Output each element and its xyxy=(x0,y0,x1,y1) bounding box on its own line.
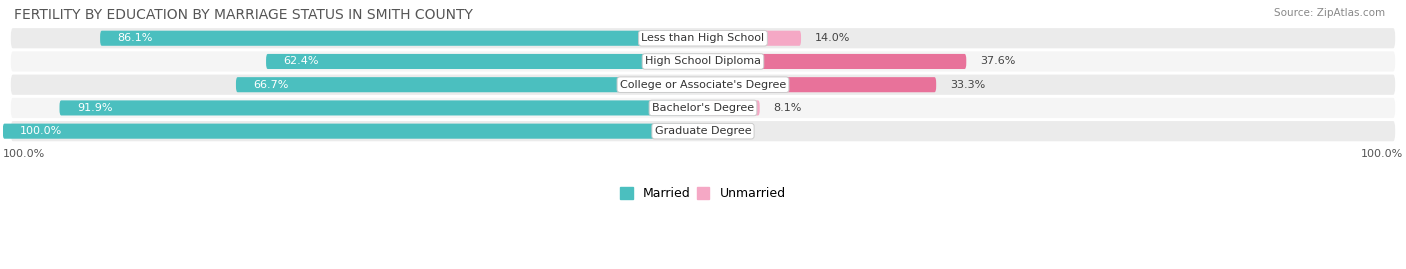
Text: FERTILITY BY EDUCATION BY MARRIAGE STATUS IN SMITH COUNTY: FERTILITY BY EDUCATION BY MARRIAGE STATU… xyxy=(14,8,472,22)
Text: 14.0%: 14.0% xyxy=(815,33,851,43)
Text: 62.4%: 62.4% xyxy=(284,56,319,66)
FancyBboxPatch shape xyxy=(10,120,1396,142)
FancyBboxPatch shape xyxy=(3,124,703,139)
FancyBboxPatch shape xyxy=(10,27,1396,49)
Text: 0.0%: 0.0% xyxy=(717,126,745,136)
FancyBboxPatch shape xyxy=(266,54,703,69)
Text: 91.9%: 91.9% xyxy=(77,103,112,113)
Text: 37.6%: 37.6% xyxy=(980,56,1015,66)
FancyBboxPatch shape xyxy=(59,100,703,115)
FancyBboxPatch shape xyxy=(10,97,1396,119)
Text: Graduate Degree: Graduate Degree xyxy=(655,126,751,136)
FancyBboxPatch shape xyxy=(100,31,703,46)
Text: Bachelor's Degree: Bachelor's Degree xyxy=(652,103,754,113)
Text: 100.0%: 100.0% xyxy=(3,148,45,159)
Text: Less than High School: Less than High School xyxy=(641,33,765,43)
FancyBboxPatch shape xyxy=(236,77,703,92)
Text: 66.7%: 66.7% xyxy=(253,80,288,90)
FancyBboxPatch shape xyxy=(703,100,759,115)
FancyBboxPatch shape xyxy=(10,73,1396,96)
Text: 100.0%: 100.0% xyxy=(20,126,62,136)
FancyBboxPatch shape xyxy=(703,54,966,69)
Text: Source: ZipAtlas.com: Source: ZipAtlas.com xyxy=(1274,8,1385,18)
Text: 33.3%: 33.3% xyxy=(950,80,986,90)
Text: 86.1%: 86.1% xyxy=(118,33,153,43)
Text: 8.1%: 8.1% xyxy=(773,103,801,113)
FancyBboxPatch shape xyxy=(703,77,936,92)
Text: High School Diploma: High School Diploma xyxy=(645,56,761,66)
FancyBboxPatch shape xyxy=(10,50,1396,73)
Legend: Married, Unmarried: Married, Unmarried xyxy=(616,182,790,205)
Text: 100.0%: 100.0% xyxy=(1361,148,1403,159)
Text: College or Associate's Degree: College or Associate's Degree xyxy=(620,80,786,90)
FancyBboxPatch shape xyxy=(703,31,801,46)
FancyBboxPatch shape xyxy=(702,124,704,139)
